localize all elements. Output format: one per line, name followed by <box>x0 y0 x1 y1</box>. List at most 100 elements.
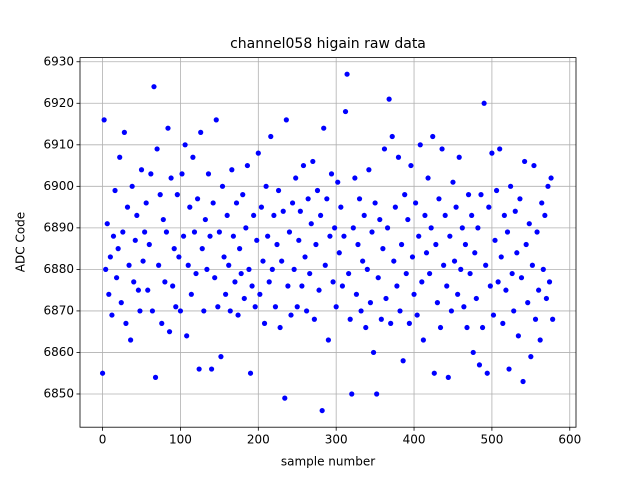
data-point <box>400 358 406 364</box>
data-point <box>347 316 353 322</box>
data-point <box>546 279 553 285</box>
data-point <box>536 287 542 293</box>
data-point <box>487 283 493 289</box>
data-point <box>260 258 266 264</box>
data-point <box>419 279 425 285</box>
data-point <box>366 167 372 173</box>
axes-frame <box>79 57 577 428</box>
data-point <box>350 225 356 231</box>
data-point <box>528 354 534 360</box>
data-point <box>302 254 308 260</box>
data-point <box>297 208 303 214</box>
data-point <box>118 300 124 306</box>
data-point <box>367 300 374 306</box>
data-point <box>504 229 511 235</box>
data-point <box>437 324 444 331</box>
data-point <box>176 254 182 260</box>
data-point <box>383 295 389 302</box>
data-point <box>188 291 194 297</box>
data-point <box>548 175 554 181</box>
data-point <box>518 275 525 281</box>
data-point <box>216 229 222 235</box>
data-point <box>282 395 288 401</box>
data-point <box>456 154 462 160</box>
data-point <box>294 304 300 310</box>
data-point <box>318 212 324 219</box>
data-point <box>112 187 118 194</box>
data-point <box>417 142 423 148</box>
data-point <box>403 270 409 277</box>
y-tick-label: 6890 <box>43 220 74 234</box>
data-point <box>202 216 208 223</box>
data-point <box>483 262 489 268</box>
data-point <box>241 295 247 302</box>
data-point <box>291 266 297 272</box>
data-point <box>434 300 441 306</box>
data-point <box>327 233 333 239</box>
data-point <box>332 225 338 231</box>
data-point <box>459 225 465 231</box>
data-point <box>109 312 115 318</box>
data-point <box>441 262 447 268</box>
data-point <box>163 229 170 235</box>
data-point <box>325 337 331 343</box>
data-point <box>187 204 193 210</box>
data-point <box>414 312 420 318</box>
data-point <box>269 266 275 272</box>
data-point <box>409 254 416 260</box>
data-point <box>145 287 151 293</box>
data-point <box>370 349 377 356</box>
data-point <box>300 162 307 169</box>
points <box>99 71 556 414</box>
data-point <box>420 337 426 343</box>
data-point <box>358 308 364 314</box>
data-point <box>138 167 145 173</box>
data-point <box>338 204 344 210</box>
data-point <box>170 283 176 289</box>
data-point <box>372 200 378 206</box>
data-point <box>451 258 458 264</box>
data-point <box>115 246 121 252</box>
x-tick-label: 400 <box>403 433 426 447</box>
data-point <box>469 212 475 219</box>
data-point <box>266 279 272 285</box>
data-point <box>442 212 448 219</box>
data-point <box>271 212 277 219</box>
data-point <box>146 241 152 248</box>
data-point <box>479 324 486 331</box>
data-point <box>120 229 126 235</box>
data-point <box>280 208 286 214</box>
data-point <box>272 304 279 310</box>
data-point <box>128 337 134 343</box>
data-point <box>275 187 282 194</box>
data-point <box>392 204 398 210</box>
data-point <box>232 279 238 285</box>
data-point <box>237 246 243 252</box>
data-point <box>263 183 269 189</box>
data-point <box>475 225 481 231</box>
data-point <box>423 250 430 256</box>
data-point <box>453 204 459 210</box>
data-point <box>328 171 335 177</box>
data-point <box>314 187 321 194</box>
x-tick-label: 100 <box>169 433 192 447</box>
y-tick-label: 6900 <box>43 179 74 193</box>
data-point <box>364 266 370 272</box>
data-point <box>162 279 168 285</box>
data-point <box>165 125 171 131</box>
data-point <box>501 212 507 219</box>
data-point <box>478 192 484 198</box>
data-point <box>313 241 319 248</box>
data-point <box>425 175 431 181</box>
data-point <box>353 291 360 297</box>
y-axis-label: ADC Code <box>14 212 28 272</box>
data-point <box>495 279 501 285</box>
data-point <box>274 241 280 248</box>
data-point <box>293 175 299 181</box>
data-point <box>444 283 450 289</box>
data-point <box>99 370 106 376</box>
data-point <box>319 407 325 414</box>
data-point <box>503 287 509 293</box>
y-tick-label: 6930 <box>43 54 74 68</box>
data-point <box>101 117 107 123</box>
